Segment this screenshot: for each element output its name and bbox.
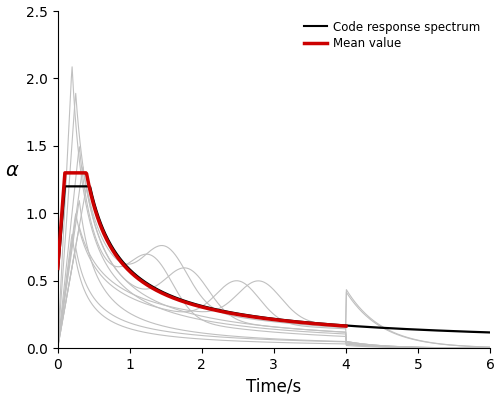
Code response spectrum [487,330,493,335]
Code response spectrum [251,314,257,318]
Code response spectrum [62,184,68,189]
Line: Code response spectrum: Code response spectrum [58,186,490,332]
Legend: Code response spectrum, Mean value: Code response spectrum, Mean value [300,17,484,54]
Mean value [343,324,349,328]
Code response spectrum [132,272,138,277]
Code response spectrum [54,272,60,277]
Code response spectrum [310,320,316,325]
Y-axis label: α: α [6,161,18,180]
Mean value [264,316,270,321]
Mean value [150,286,156,290]
Mean value [90,200,96,205]
Code response spectrum [344,323,350,328]
Mean value [62,170,68,175]
X-axis label: Time/s: Time/s [246,377,302,395]
Mean value [170,295,175,300]
Code response spectrum [381,326,387,330]
Mean value [236,312,242,317]
Line: Mean value: Mean value [58,173,346,326]
Code response spectrum [166,293,172,298]
Mean value [54,266,60,271]
Mean value [265,316,271,321]
